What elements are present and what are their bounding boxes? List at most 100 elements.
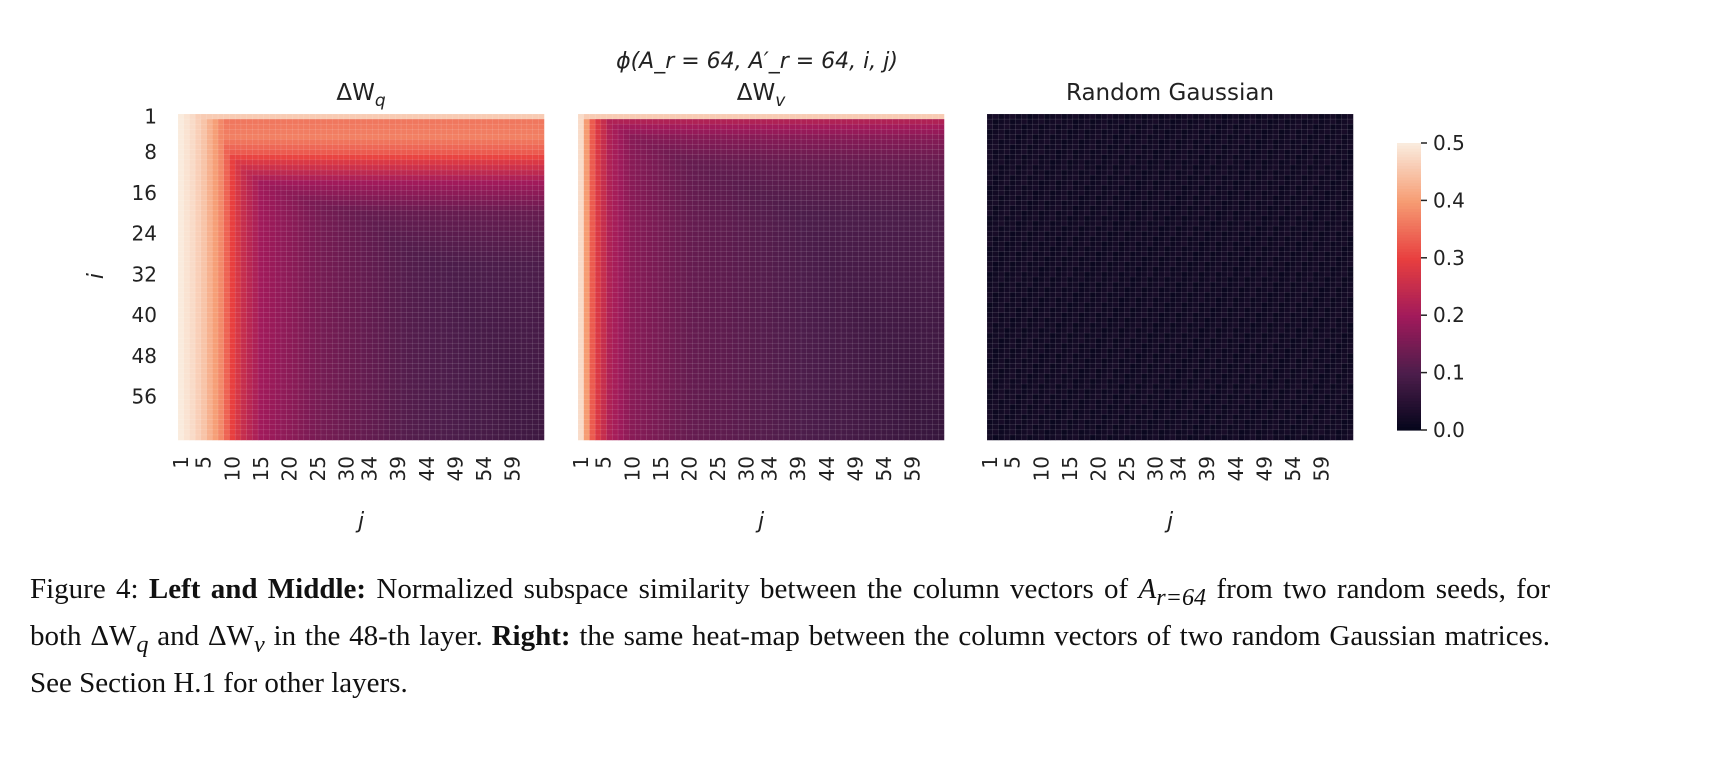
heatmap-cell [395, 118, 402, 125]
heatmap-cell [332, 169, 339, 176]
heatmap-cell [280, 399, 288, 405]
heatmap-cell [189, 139, 196, 146]
heatmap-cell [412, 348, 419, 354]
heatmap-cell [337, 190, 345, 197]
heatmap-cell [680, 144, 688, 151]
heatmap-cell [326, 271, 333, 278]
x-tick-label: 20 [278, 456, 302, 481]
heatmap-cell [343, 302, 351, 309]
heatmap-cell [194, 113, 202, 120]
heatmap-cell [594, 154, 602, 161]
heatmap-cell [634, 159, 642, 166]
heatmap-cell [457, 414, 465, 421]
heatmap-cell [526, 144, 534, 151]
heatmap-cell [309, 205, 316, 212]
heatmap-cell [315, 404, 322, 410]
heatmap-cell [503, 210, 511, 217]
heatmap-cell [234, 195, 242, 202]
heatmap-cell [898, 118, 905, 125]
heatmap-cell [823, 144, 831, 151]
heatmap-cell [589, 159, 596, 166]
heatmap-cell [263, 215, 271, 222]
heatmap-cell [332, 307, 339, 314]
heatmap-cell [823, 149, 831, 156]
heatmap-cell [429, 118, 436, 125]
heatmap-cell [577, 179, 585, 186]
heatmap-cell [189, 286, 196, 293]
heatmap-cell [240, 179, 248, 186]
heatmap-cell [326, 190, 333, 197]
heatmap-cell [663, 174, 671, 181]
heatmap-cell [475, 174, 482, 181]
heatmap-cell [326, 292, 333, 298]
heatmap-cell [417, 113, 425, 120]
heatmap-cell [263, 251, 271, 258]
heatmap-cell [240, 383, 248, 390]
heatmap-cell [475, 327, 482, 334]
heatmap-cell [297, 353, 305, 360]
heatmap-cell [194, 281, 202, 288]
heatmap-cell [526, 353, 534, 360]
heatmap-cell [515, 190, 522, 197]
heatmap-cell [492, 358, 499, 365]
heatmap-cell [343, 129, 351, 135]
heatmap-cell [395, 276, 402, 283]
heatmap-cell [332, 292, 339, 298]
heatmap-cell [503, 292, 511, 298]
heatmap-cell [475, 424, 482, 431]
heatmap-cell [423, 297, 431, 304]
heatmap-cell [280, 200, 288, 207]
heatmap-cell [383, 368, 391, 375]
heatmap-cell [857, 113, 865, 120]
heatmap-cell [452, 312, 459, 319]
heatmap-cell [234, 302, 242, 309]
heatmap-cell [280, 266, 288, 273]
heatmap-cell [469, 353, 476, 360]
heatmap-cell [383, 297, 391, 304]
heatmap-cell [863, 169, 871, 176]
heatmap-cell [469, 292, 476, 298]
heatmap-cell [806, 164, 814, 171]
heatmap-cell [440, 266, 448, 273]
heatmap-cell [932, 154, 939, 161]
heatmap-cell [498, 129, 505, 135]
heatmap-cell [223, 266, 231, 273]
heatmap-cell [349, 363, 356, 370]
heatmap-cell [795, 144, 802, 151]
heatmap-cell [526, 429, 534, 436]
heatmap-cell [263, 312, 271, 319]
heatmap-cell [457, 200, 465, 207]
heatmap-cell [515, 348, 522, 354]
heatmap-cell [886, 159, 894, 166]
heatmap-cell [457, 393, 465, 400]
heatmap-cell [257, 261, 265, 268]
heatmap-cell [686, 149, 693, 156]
x-tick-label: 59 [501, 456, 525, 481]
heatmap-cell [189, 164, 196, 171]
heatmap-cell [337, 134, 345, 141]
heatmap-cell [600, 169, 608, 176]
heatmap-cell [229, 342, 236, 349]
heatmap-cell [234, 424, 242, 431]
heatmap-cell [326, 419, 333, 426]
heatmap-cell [395, 348, 402, 354]
heatmap-cell [292, 195, 299, 202]
heatmap-cell [377, 271, 385, 278]
heatmap-cell [469, 332, 476, 339]
heatmap-cell [263, 281, 271, 288]
heatmap-cell [320, 185, 328, 191]
heatmap-cell [177, 378, 185, 385]
heatmap-cell [452, 210, 459, 217]
heatmap-cell [309, 144, 316, 151]
heatmap-cell [435, 353, 442, 360]
heatmap-cell [435, 388, 442, 395]
heatmap-cell [469, 123, 476, 130]
heatmap-cell [229, 129, 236, 135]
heatmap-cell [366, 210, 373, 217]
heatmap-cell [515, 200, 522, 207]
heatmap-cell [440, 246, 448, 253]
heatmap-cell [452, 317, 459, 324]
heatmap-cell [446, 200, 454, 207]
heatmap-cell [257, 174, 265, 181]
heatmap-cell [835, 174, 842, 181]
